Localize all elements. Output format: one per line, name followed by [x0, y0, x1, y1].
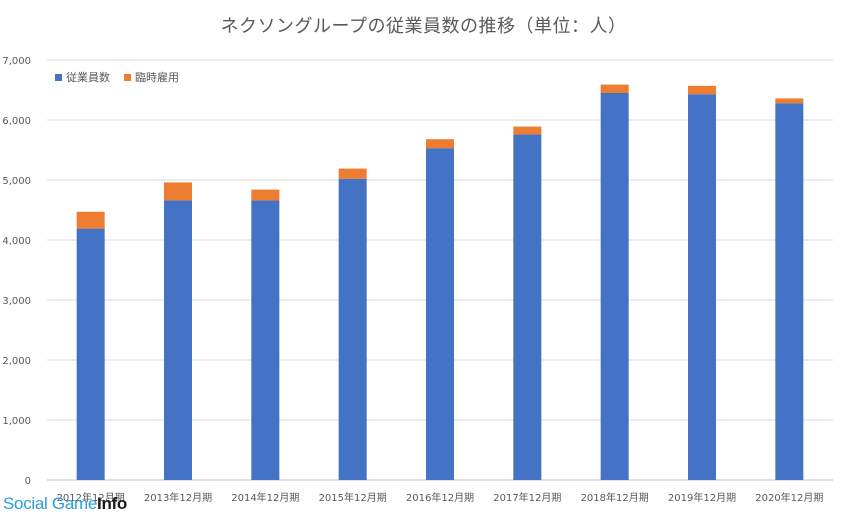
- bar-temporary: [338, 168, 367, 179]
- bar-temporary: [76, 211, 105, 229]
- bar-employees: [688, 94, 716, 480]
- bar-temporary: [688, 85, 716, 95]
- bar-employees: [775, 103, 804, 480]
- legend-swatch-temporary: [124, 73, 131, 81]
- bar-temporary: [513, 126, 542, 135]
- y-tick-label: 5,000: [2, 176, 31, 187]
- chart-title: ネクソングループの従業員数の推移（単位：人）: [220, 16, 627, 37]
- bar-employees: [338, 178, 367, 481]
- x-tick-label: 2019年12月期: [668, 491, 736, 504]
- legend-swatch-employees: [55, 73, 62, 81]
- x-tick-label: 2017年12月期: [493, 491, 561, 504]
- watermark-text-bold: Info: [97, 494, 127, 513]
- bar-temporary: [775, 98, 804, 104]
- x-tick-label: 2014年12月期: [231, 491, 299, 504]
- y-tick-label: 1,000: [2, 416, 31, 427]
- bar-temporary: [251, 189, 280, 201]
- legend: 従業員数 臨時雇用: [55, 69, 179, 85]
- y-tick-label: 6,000: [2, 116, 31, 127]
- legend-item-temporary: 臨時雇用: [124, 69, 179, 85]
- y-tick-label: 7,000: [2, 56, 31, 67]
- bar-employees: [600, 93, 629, 480]
- watermark-text-light: Social Game: [3, 494, 98, 513]
- legend-label-temporary: 臨時雇用: [135, 71, 179, 84]
- bar-employees: [426, 148, 454, 480]
- y-tick-label: 0: [25, 476, 31, 487]
- x-tick-label: 2015年12月期: [319, 491, 387, 504]
- x-tick-label: 2018年12月期: [581, 491, 649, 504]
- bar-employees: [251, 200, 280, 480]
- bar-employees: [76, 228, 105, 480]
- bar-temporary: [426, 139, 454, 149]
- y-tick-label: 4,000: [2, 236, 31, 247]
- legend-label-employees: 従業員数: [66, 71, 110, 84]
- y-tick-label: 2,000: [2, 356, 31, 367]
- x-tick-label: 2020年12月期: [755, 491, 823, 504]
- bar-employees: [513, 134, 542, 480]
- bar-temporary: [164, 182, 192, 201]
- x-tick-label: 2013年12月期: [144, 491, 212, 504]
- y-tick-label: 3,000: [2, 296, 31, 307]
- bar-temporary: [600, 84, 629, 93]
- watermark-logo: Social GameInfo: [3, 494, 127, 514]
- legend-item-employees: 従業員数: [55, 69, 110, 85]
- x-tick-label: 2016年12月期: [406, 491, 474, 504]
- x-tick-label: 2012年12月期: [57, 491, 125, 504]
- bar-employees: [164, 200, 192, 480]
